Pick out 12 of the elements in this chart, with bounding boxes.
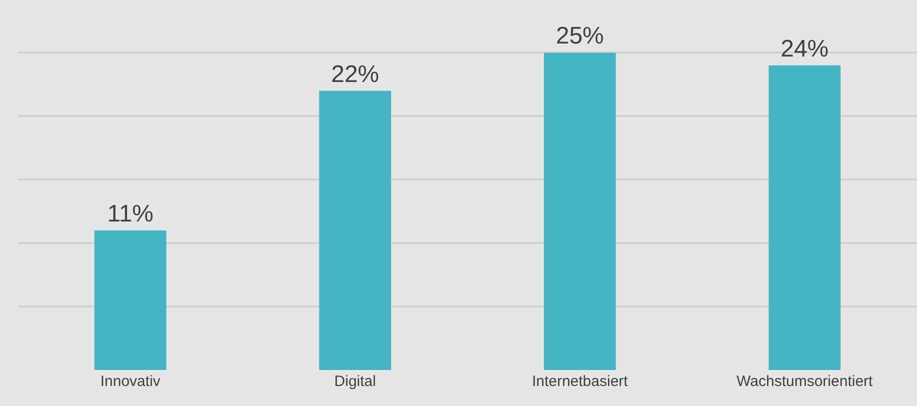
data-label: 22%: [331, 60, 380, 88]
bar: [768, 65, 841, 370]
x-tick-label: Wachstumsorientiert: [736, 373, 874, 390]
data-label: 11%: [107, 200, 154, 228]
bar: [94, 230, 166, 370]
data-label: 24%: [780, 35, 829, 62]
bar: [319, 90, 392, 370]
bar: [544, 52, 616, 370]
x-tick-label: Innovativ: [100, 373, 161, 390]
x-tick-label: Internetbasiert: [532, 373, 629, 390]
data-label: 25%: [556, 22, 604, 50]
x-tick-label: Digital: [334, 373, 376, 390]
